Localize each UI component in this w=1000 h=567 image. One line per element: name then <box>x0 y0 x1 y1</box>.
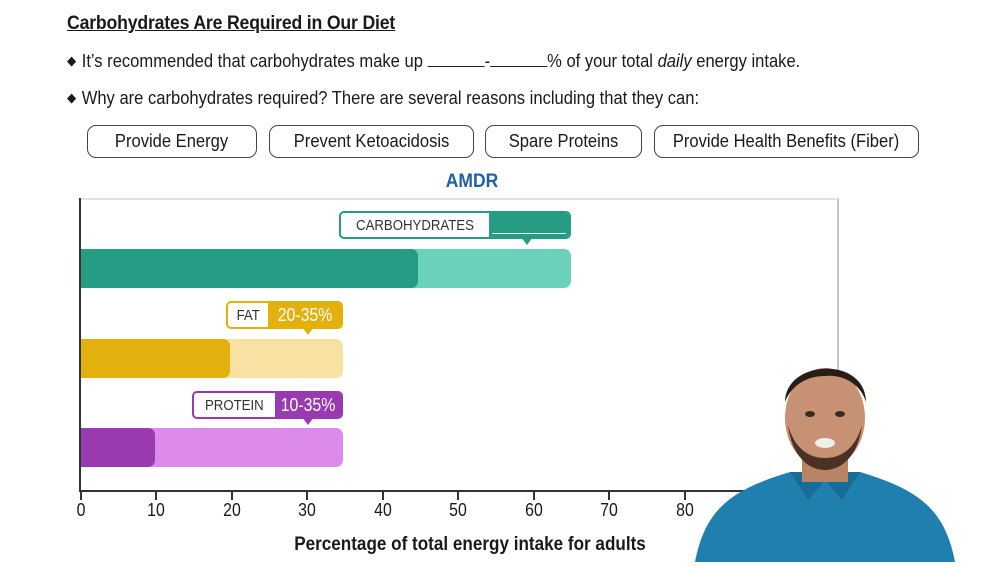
bullet-recommendation: ◆ It’s recommended that carbohydrates mak… <box>67 50 800 72</box>
chart-title: AMDR <box>445 171 499 192</box>
pointer-icon <box>302 417 314 425</box>
label-fat: FAT 20-35% <box>226 301 343 335</box>
dash: - <box>484 51 491 71</box>
bullet-text: Why are carbohydrates required? There ar… <box>81 88 700 108</box>
emphasis-daily: daily <box>657 51 692 71</box>
x-axis-label: Percentage of total energy intake for ad… <box>294 534 646 555</box>
x-tick-label: 50 <box>449 500 467 520</box>
label-value: 20-35% <box>268 303 341 327</box>
label-carbohydrates: CARBOHYDRATES <box>339 211 571 245</box>
bar-fat-min <box>81 339 230 378</box>
x-tick <box>457 491 459 500</box>
bullet-text: % of your total <box>547 51 658 71</box>
bar-protein-min <box>81 428 155 467</box>
x-tick-label: 20 <box>223 500 241 520</box>
reason-provide-energy[interactable]: Provide Energy <box>87 125 257 158</box>
diamond-icon: ◆ <box>67 90 77 105</box>
reason-label: Spare Proteins <box>508 131 619 151</box>
x-tick-label: 40 <box>374 500 392 520</box>
x-tick <box>155 491 157 500</box>
label-name: CARBOHYDRATES <box>341 213 489 237</box>
diamond-icon: ◆ <box>67 53 77 68</box>
x-tick <box>80 491 82 500</box>
reason-spare-proteins[interactable]: Spare Proteins <box>485 125 642 158</box>
reason-health-benefits[interactable]: Provide Health Benefits (Fiber) <box>654 125 919 158</box>
bar-carbohydrates-min <box>81 249 418 288</box>
x-tick <box>533 491 535 500</box>
label-protein: PROTEIN 10-35% <box>192 391 343 425</box>
reason-label: Provide Health Benefits (Fiber) <box>673 131 900 151</box>
blank-max <box>490 50 548 67</box>
label-value: 10-35% <box>274 393 341 417</box>
x-tick-label: 60 <box>525 500 543 520</box>
y-axis <box>79 198 81 492</box>
presenter-video <box>690 340 960 562</box>
x-tick-label: 0 <box>76 500 86 520</box>
reason-label: Prevent Ketoacidosis <box>293 131 450 151</box>
bar-carbohydrates <box>81 249 571 288</box>
x-axis <box>79 490 759 492</box>
presenter-icon <box>695 368 955 562</box>
bullet-text: energy intake. <box>691 51 801 71</box>
label-value-blank <box>488 213 569 237</box>
label-name: PROTEIN <box>194 393 275 417</box>
x-tick-label: 70 <box>600 500 618 520</box>
reason-label: Provide Energy <box>115 131 229 151</box>
bullet-reasons: ◆ Why are carbohydrates required? There a… <box>67 88 699 109</box>
slide-title: Carbohydrates Are Required in Our Diet <box>67 13 396 34</box>
x-tick-label: 80 <box>676 500 694 520</box>
x-tick <box>608 491 610 500</box>
plot-area <box>80 198 839 490</box>
x-tick-label: 10 <box>147 500 165 520</box>
blank-min <box>427 50 485 67</box>
pointer-icon <box>302 327 314 335</box>
x-tick-label: 30 <box>298 500 316 520</box>
x-tick <box>231 491 233 500</box>
bar-protein <box>81 428 343 467</box>
blank-line <box>491 232 566 234</box>
reason-prevent-ketoacidosis[interactable]: Prevent Ketoacidosis <box>269 125 474 158</box>
bar-fat <box>81 339 343 378</box>
x-tick <box>684 491 686 500</box>
x-tick <box>306 491 308 500</box>
pointer-icon <box>521 237 533 245</box>
bullet-text: It’s recommended that carbohydrates make… <box>81 51 428 71</box>
label-name: FAT <box>228 303 269 327</box>
x-tick <box>382 491 384 500</box>
